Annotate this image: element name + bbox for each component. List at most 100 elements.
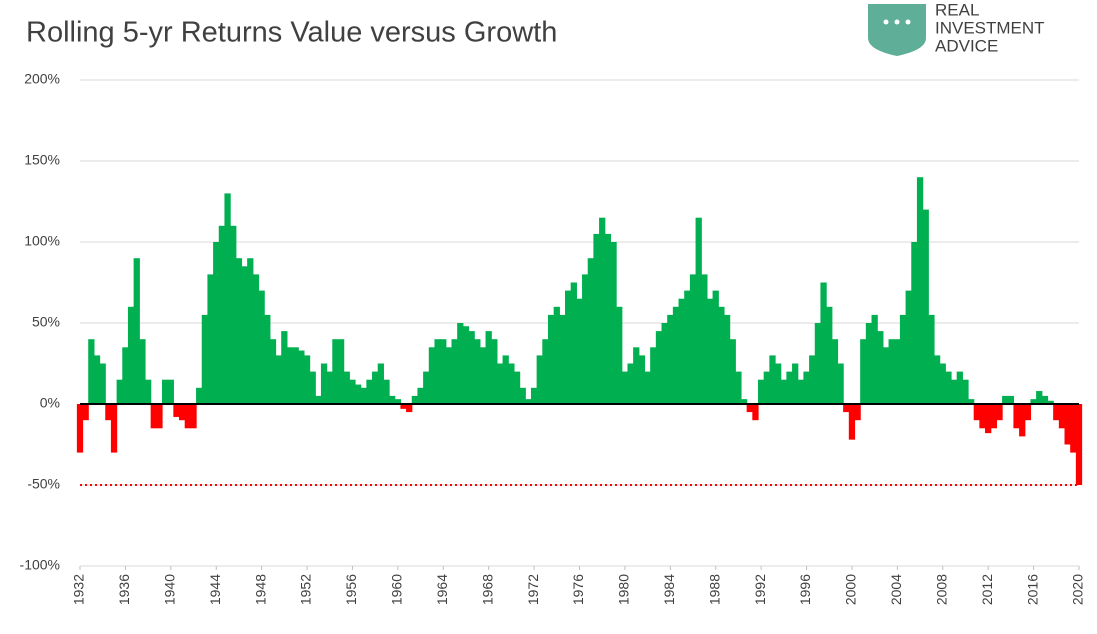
bar	[326, 371, 333, 404]
bar	[88, 339, 95, 404]
bar	[309, 371, 316, 404]
bar	[968, 399, 975, 404]
bar	[525, 399, 532, 404]
bar	[179, 404, 186, 421]
bar	[746, 404, 753, 413]
bar	[1013, 404, 1020, 429]
bar	[933, 355, 941, 404]
bar	[644, 371, 651, 404]
bar	[604, 233, 612, 404]
bar	[127, 306, 135, 404]
bar	[570, 282, 577, 404]
bar	[383, 379, 390, 404]
x-tick-label: 1968	[479, 574, 495, 605]
bar	[474, 339, 481, 404]
y-tick-label: 0%	[40, 395, 60, 411]
bar	[740, 399, 748, 404]
bar	[565, 290, 572, 404]
bar	[184, 404, 191, 429]
bar	[258, 290, 265, 404]
bar	[207, 274, 214, 404]
bar	[905, 290, 912, 404]
bar	[315, 395, 322, 404]
bar	[809, 355, 816, 404]
bar	[105, 404, 112, 421]
bar	[150, 404, 157, 429]
logo-text: REAL	[935, 0, 979, 19]
bar	[1075, 404, 1083, 485]
bar	[1002, 395, 1009, 404]
bar	[655, 331, 663, 404]
bar	[298, 350, 305, 404]
bar	[343, 371, 350, 404]
bar	[803, 371, 810, 404]
logo-text: INVESTMENT	[935, 18, 1045, 37]
bar	[752, 404, 759, 421]
bar	[837, 363, 844, 404]
x-tick-label: 2004	[888, 574, 904, 605]
bar	[729, 339, 736, 404]
x-tick-label: 1980	[616, 574, 632, 605]
x-tick-label: 1964	[434, 574, 450, 605]
bar	[922, 209, 929, 404]
bar	[723, 314, 731, 404]
bar	[230, 225, 237, 404]
logo-shield	[868, 4, 926, 56]
bar	[877, 331, 884, 404]
x-tick-label: 1932	[71, 574, 87, 605]
bar	[440, 339, 447, 404]
bar	[706, 298, 714, 404]
bar	[513, 371, 521, 404]
bar	[996, 404, 1003, 421]
bar	[82, 404, 89, 421]
bar	[786, 371, 793, 404]
bar	[848, 404, 856, 440]
logo-dot	[905, 19, 911, 25]
y-tick-label: -100%	[20, 557, 60, 573]
bar	[462, 326, 470, 404]
bar	[76, 404, 84, 453]
bar	[650, 347, 657, 404]
bar	[576, 298, 583, 404]
bar	[956, 371, 963, 404]
bar	[519, 387, 526, 404]
chart-title: Rolling 5-yr Returns Value versus Growth	[26, 17, 557, 49]
bar	[110, 404, 118, 453]
bar	[882, 347, 890, 404]
bar	[372, 371, 379, 404]
bar	[701, 274, 708, 404]
bar	[712, 290, 719, 404]
bar	[496, 363, 504, 404]
bar	[423, 371, 430, 404]
logo-dot	[883, 19, 889, 25]
bar	[973, 404, 980, 421]
bar	[1030, 399, 1037, 404]
bar	[320, 363, 328, 404]
bar	[451, 339, 458, 404]
x-tick-label: 1956	[343, 574, 359, 605]
bar	[616, 306, 623, 404]
bar	[1036, 391, 1043, 404]
bar	[593, 233, 600, 404]
bar	[485, 331, 492, 404]
bar	[582, 274, 589, 404]
bar	[962, 379, 969, 404]
bar	[627, 363, 634, 404]
bar	[792, 363, 799, 404]
bar	[678, 298, 685, 404]
bar	[133, 258, 140, 404]
bar	[213, 242, 220, 404]
bar	[814, 323, 822, 404]
bar	[1024, 404, 1032, 421]
bar	[950, 379, 958, 404]
x-tick-label: 1940	[162, 574, 178, 605]
bar	[1058, 404, 1066, 429]
bar	[559, 314, 566, 404]
logo: REAL INVESTMENT ADVICE	[868, 0, 1045, 56]
bar	[457, 323, 464, 404]
bar	[990, 404, 997, 429]
bar	[860, 339, 867, 404]
bars	[76, 177, 1083, 485]
y-tick-label: 50%	[32, 314, 60, 330]
